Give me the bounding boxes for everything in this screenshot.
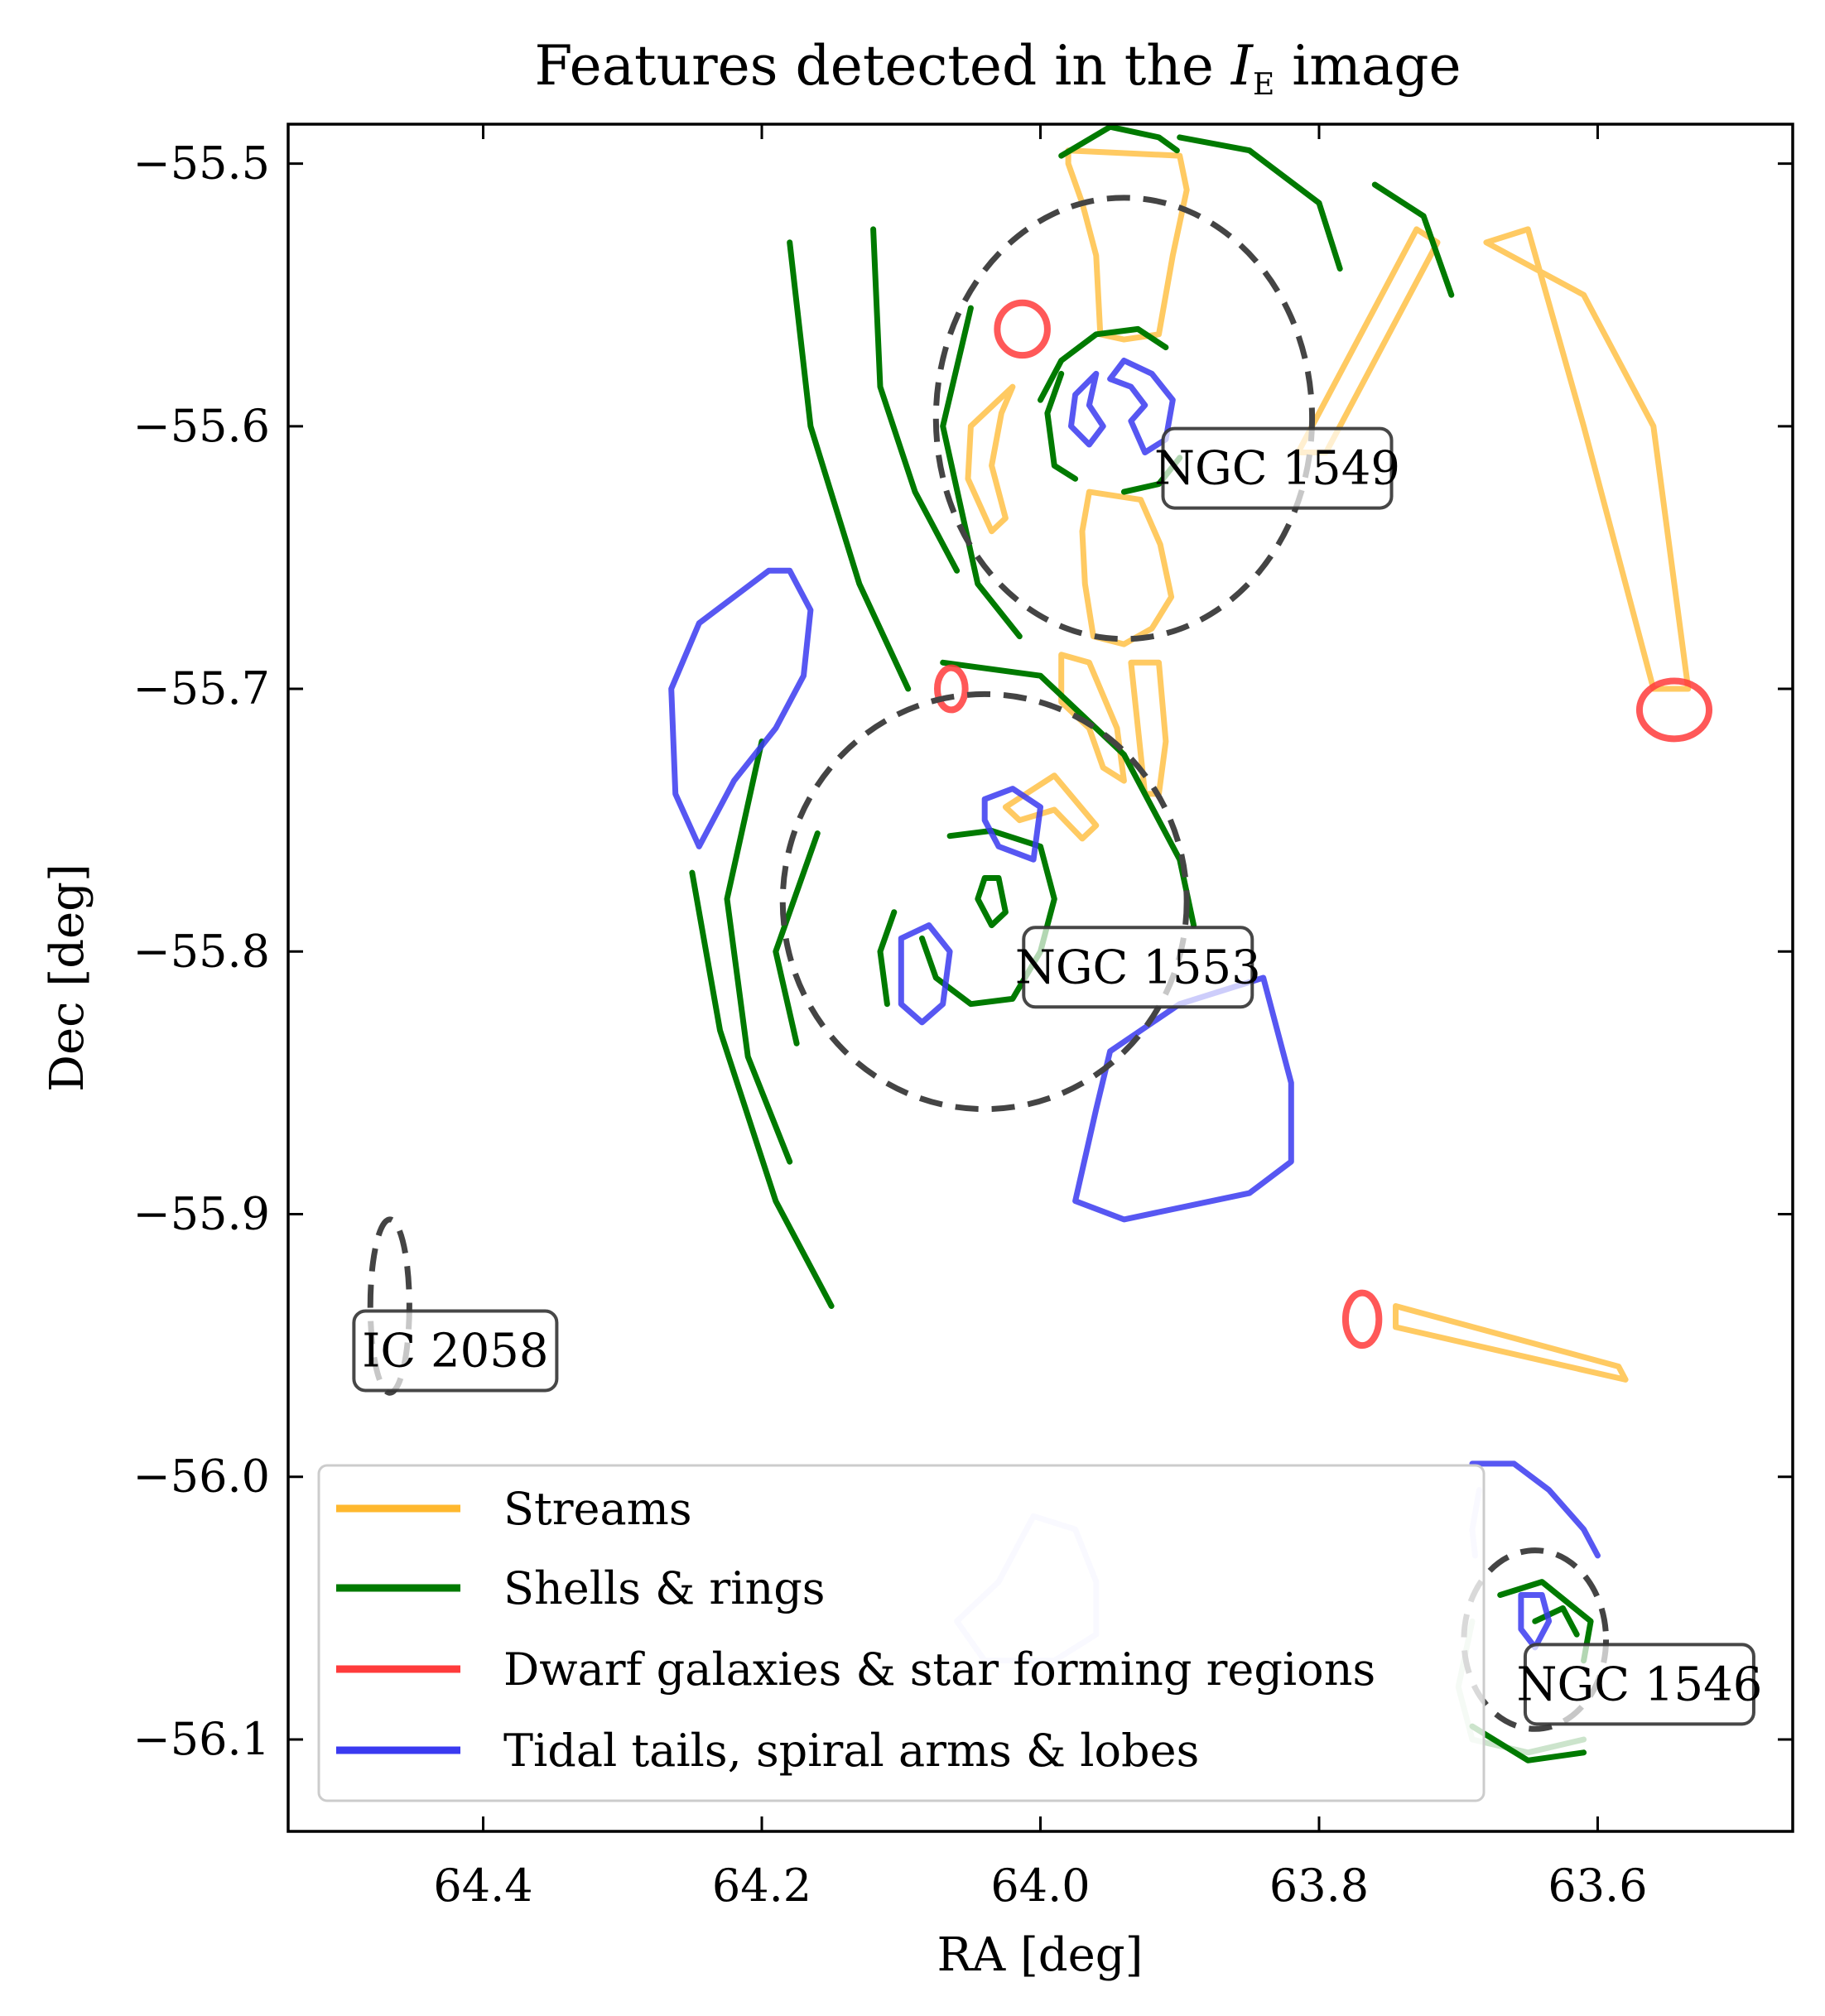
legend-box <box>317 1464 1486 1802</box>
tidal-feature-40 <box>1518 1592 1553 1651</box>
y-tick-label-2: −55.7 <box>133 662 270 715</box>
galaxy-ellipse-2 <box>367 1216 412 1396</box>
streams-feature-3 <box>1058 652 1127 784</box>
galaxy-label-layer: NGC 1549 NGC 1553 IC 2058 NGC 1546 <box>352 426 1762 1726</box>
galaxy-label-2: IC 2058 <box>362 1324 548 1378</box>
legend-label-dwarfs: Dwarf galaxies & star forming regions <box>503 1643 1375 1696</box>
x-tick-label-0: 64.4 <box>433 1860 532 1912</box>
y-axis-label: Dec [deg] <box>41 864 94 1092</box>
streams-feature-6 <box>1295 226 1441 455</box>
shells-feature-21 <box>773 830 821 1046</box>
galaxy-label-0: NGC 1549 <box>1154 442 1400 496</box>
y-tick-label-4: −55.9 <box>133 1188 270 1240</box>
shells-feature-27 <box>1469 1723 1587 1763</box>
dwarfs-feature-32 <box>1341 1289 1383 1350</box>
shells-feature-18 <box>940 659 1197 929</box>
x-tick-label-4: 63.6 <box>1548 1860 1647 1912</box>
shells-feature-13 <box>870 226 961 574</box>
streams-feature-8 <box>1393 1303 1629 1383</box>
galaxy-ellipse-0 <box>932 195 1316 642</box>
legend: Streams Shells & rings Dwarf galaxies & … <box>317 1464 1486 1802</box>
shells-feature-15 <box>1038 325 1169 403</box>
shells-feature-26 <box>1532 1605 1580 1638</box>
galaxy-label-box-1 <box>1022 926 1254 1009</box>
galaxy-ellipse-3 <box>1461 1547 1610 1732</box>
y-tick-label-6: −56.1 <box>133 1713 270 1765</box>
tidal-feature-33 <box>1107 358 1176 455</box>
galaxy-label-box-2 <box>352 1309 559 1393</box>
shells-feature-9 <box>1058 123 1180 159</box>
tidal-feature-37 <box>898 922 953 1026</box>
shells-feature-20 <box>724 739 793 1165</box>
shells-feature-25 <box>1497 1579 1594 1664</box>
shells-feature-16 <box>1044 370 1079 482</box>
streams-feature-7 <box>1483 226 1692 692</box>
galaxy-label-box-0 <box>1161 426 1394 510</box>
chart-title: Features detected in the IE image <box>534 34 1461 102</box>
dwarfs-feature-31 <box>1635 677 1713 743</box>
y-tick-label-1: −55.6 <box>133 400 270 452</box>
shells-feature-14 <box>940 305 1023 640</box>
x-axis-label: RA [deg] <box>937 1928 1144 1982</box>
streams-feature-1 <box>1079 488 1175 647</box>
shells-feature-12 <box>787 239 912 692</box>
streams-feature-2 <box>965 383 1016 535</box>
tidal-feature-35 <box>668 567 814 849</box>
tidal-feature-38 <box>1072 974 1294 1223</box>
streams-feature-0 <box>1065 147 1190 343</box>
x-tick-label-3: 63.8 <box>1269 1860 1369 1912</box>
galaxy-label-1: NGC 1553 <box>1015 941 1261 994</box>
y-tick-label-5: −56.0 <box>133 1451 270 1503</box>
galaxy-label-box-3 <box>1523 1643 1755 1726</box>
streams-feature-5 <box>1002 772 1100 842</box>
shells-feature-10 <box>1177 134 1343 272</box>
feature-layer <box>668 123 1713 1763</box>
galaxy-ellipse-1 <box>779 690 1190 1113</box>
dwarfs-feature-30 <box>934 664 969 714</box>
legend-label-streams: Streams <box>503 1483 692 1535</box>
legend-label-tidal: Tidal tails, spiral arms & lobes <box>503 1725 1199 1777</box>
shells-feature-19 <box>689 869 835 1309</box>
x-tick-label-2: 64.0 <box>990 1860 1090 1912</box>
legend-label-shells: Shells & rings <box>503 1562 826 1614</box>
shells-feature-11 <box>1371 181 1455 298</box>
axis-ticks: 64.4 64.2 64.0 63.8 63.6 −55.5 −55.6 −55.7 −55.8… <box>133 124 1793 1912</box>
tidal-feature-39 <box>1469 1460 1601 1559</box>
shells-feature-24 <box>975 875 1009 929</box>
x-tick-label-1: 64.2 <box>712 1860 811 1912</box>
galaxy-ellipse-layer <box>367 195 1610 1732</box>
galaxy-label-3: NGC 1546 <box>1516 1658 1762 1711</box>
tidal-feature-34 <box>1068 370 1106 448</box>
y-tick-label-3: −55.8 <box>133 925 270 977</box>
dwarfs-feature-29 <box>994 299 1051 359</box>
tidal-feature-36 <box>981 786 1043 863</box>
y-tick-label-0: −55.5 <box>133 137 270 190</box>
shells-feature-22 <box>877 909 898 1008</box>
